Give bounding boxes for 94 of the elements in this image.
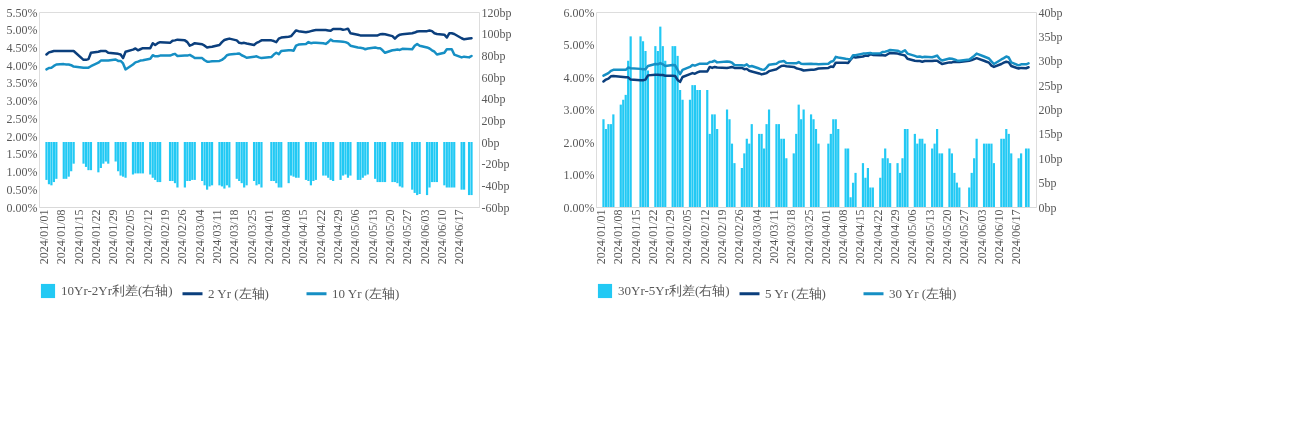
y2-tick-label: 30bp	[1038, 54, 1063, 69]
y-tick-label: 3.00%	[563, 103, 595, 117]
x-tick-label: 2024/01/01	[36, 209, 51, 265]
x-tick-label: 2024/04/01	[261, 209, 276, 265]
x-tick-label: 2024/05/13	[922, 209, 937, 265]
legend-label: 30 Yr (左轴)	[889, 285, 957, 301]
x-tick-label: 2024/02/05	[680, 209, 695, 265]
x-tick-label: 2024/01/08	[611, 209, 626, 265]
y-tick-label: 0.00%	[6, 200, 38, 215]
x-tick-label: 2024/01/15	[628, 209, 643, 265]
x-tick-label: 2024/04/22	[870, 209, 885, 265]
y2-tick-label: 20bp	[481, 113, 506, 128]
legend-label: 10Yr-2Yr利差(右轴)	[61, 283, 173, 298]
x-tick-label: 2024/04/29	[331, 209, 346, 265]
y-tick-label: 4.00%	[563, 70, 595, 85]
x-tick-label: 2024/02/26	[175, 209, 190, 265]
x-tick-label: 2024/05/13	[365, 209, 380, 265]
y-tick-label: 1.00%	[563, 168, 595, 182]
x-tick-label: 2024/01/29	[106, 209, 121, 265]
x-tick-label: 2024/01/01	[593, 209, 608, 265]
x-tick-label: 2024/03/04	[749, 209, 764, 265]
y2-tick-label: 35bp	[1038, 29, 1063, 44]
x-tick-label: 2024/03/25	[801, 209, 816, 265]
x-tick-label: 2024/04/29	[888, 209, 903, 265]
x-tick-label: 2024/03/11	[766, 209, 781, 264]
legend-label: 30Yr-5Yr利差(右轴)	[618, 283, 730, 298]
y-tick-label: 4.50%	[6, 40, 38, 55]
x-tick-label: 2024/04/15	[853, 209, 868, 265]
x-tick-label: 2024/06/03	[974, 209, 989, 265]
x-tick-label: 2024/01/08	[54, 209, 69, 265]
x-tick-label: 2024/02/12	[140, 209, 155, 265]
y-tick-label: 5.00%	[563, 38, 595, 52]
x-tick-label: 2024/04/01	[818, 209, 833, 265]
y-tick-label: 2.00%	[6, 129, 38, 144]
x-tick-label: 2024/01/22	[88, 209, 103, 265]
x-tick-label: 2024/06/10	[434, 209, 449, 265]
x-tick-label: 2024/04/08	[836, 209, 851, 265]
x-tick-label: 2024/06/03	[417, 209, 432, 265]
y2-tick-label: -60bp	[481, 200, 510, 215]
y-tick-label: 2.50%	[6, 111, 38, 126]
x-tick-label: 2024/05/06	[348, 209, 363, 265]
legend-label: 10 Yr (左轴)	[332, 285, 400, 301]
y2-tick-label: -40bp	[481, 178, 510, 193]
y-tick-label: 6.00%	[563, 5, 595, 20]
y2-tick-label: 60bp	[481, 70, 506, 85]
y-tick-label: 2.00%	[563, 135, 595, 150]
x-tick-label: 2024/03/18	[227, 209, 242, 265]
x-tick-label: 2024/03/04	[192, 209, 207, 265]
x-tick-label: 2024/01/15	[71, 209, 86, 265]
y2-tick-label: 25bp	[1038, 78, 1063, 93]
y-tick-label: 4.00%	[6, 58, 38, 73]
x-tick-label: 2024/01/29	[663, 209, 678, 265]
x-tick-label: 2024/02/19	[715, 209, 730, 265]
x-tick-label: 2024/06/17	[452, 209, 467, 265]
y2-tick-label: -20bp	[481, 157, 510, 172]
y2-tick-label: 0bp	[1038, 200, 1057, 215]
x-tick-label: 2024/01/22	[645, 209, 660, 265]
x-tick-label: 2024/02/12	[697, 209, 712, 265]
y2-tick-label: 40bp	[481, 92, 506, 107]
y2-tick-label: 120bp	[481, 5, 512, 20]
y-tick-label: 0.50%	[6, 182, 38, 197]
x-tick-label: 2024/02/05	[123, 209, 138, 265]
x-tick-label: 2024/03/18	[784, 209, 799, 265]
x-tick-label: 2024/05/27	[957, 209, 972, 265]
y2-tick-label: 15bp	[1038, 127, 1063, 142]
x-tick-label: 2024/02/19	[158, 209, 173, 265]
y-tick-label: 1.00%	[6, 165, 38, 180]
y2-tick-label: 20bp	[1038, 103, 1063, 117]
y-tick-label: 5.50%	[6, 5, 38, 20]
y2-tick-label: 100bp	[481, 27, 512, 42]
x-tick-label: 2024/06/17	[1009, 209, 1024, 265]
legend-label: 5 Yr (左轴)	[765, 285, 826, 301]
y-tick-label: 3.50%	[6, 76, 38, 91]
y2-tick-label: 40bp	[1038, 5, 1063, 20]
x-tick-label: 2024/03/11	[209, 209, 224, 264]
x-tick-label: 2024/03/25	[244, 209, 259, 265]
x-tick-label: 2024/05/20	[382, 209, 397, 265]
x-tick-label: 2024/04/22	[313, 209, 328, 265]
x-tick-label: 2024/04/15	[296, 209, 311, 265]
y2-tick-label: 0bp	[481, 135, 500, 150]
y2-tick-label: 10bp	[1038, 151, 1063, 166]
x-tick-label: 2024/05/20	[939, 209, 954, 265]
x-tick-label: 2024/02/26	[732, 209, 747, 265]
y2-tick-label: 80bp	[481, 48, 506, 63]
y2-tick-label: 5bp	[1038, 176, 1057, 191]
x-tick-label: 2024/05/06	[905, 209, 920, 265]
legend-label: 2 Yr (左轴)	[208, 285, 269, 301]
y-tick-label: 3.00%	[6, 94, 38, 109]
y-tick-label: 0.00%	[563, 200, 595, 215]
y-tick-label: 1.50%	[6, 147, 38, 162]
x-tick-label: 2024/05/27	[400, 209, 415, 265]
y-tick-label: 5.00%	[6, 23, 38, 38]
x-tick-label: 2024/04/08	[279, 209, 294, 265]
x-tick-label: 2024/06/10	[991, 209, 1006, 265]
